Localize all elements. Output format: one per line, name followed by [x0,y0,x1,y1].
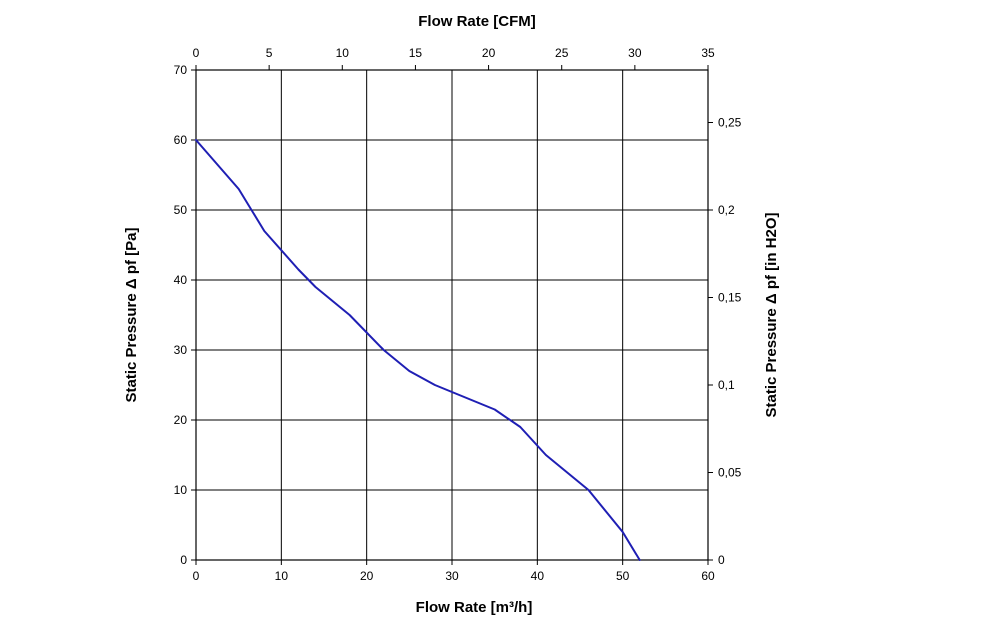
x-tick-label: 50 [616,569,630,583]
y-axis-right-title: Static Pressure Δ pf [in H2O] [763,212,780,417]
x-top-tick-label: 10 [336,46,350,60]
x-top-tick-label: 0 [193,46,200,60]
y-axis-left-title: Static Pressure Δ pf [Pa] [123,227,140,402]
y-tick-label: 0 [180,553,187,567]
y-right-tick-label: 0,05 [718,466,742,480]
x-top-tick-label: 20 [482,46,496,60]
y-tick-label: 60 [174,133,188,147]
y-right-tick-label: 0,2 [718,203,735,217]
x-tick-label: 60 [701,569,715,583]
y-right-tick-label: 0,15 [718,291,742,305]
x-tick-label: 10 [275,569,289,583]
x-top-tick-label: 15 [409,46,423,60]
x-top-tick-label: 25 [555,46,569,60]
x-axis-top-title: Flow Rate [CFM] [418,13,536,30]
y-tick-label: 70 [174,63,188,77]
axis-ticks [191,65,713,565]
y-right-tick-label: 0 [718,553,725,567]
x-tick-label: 40 [531,569,545,583]
y-tick-label: 30 [174,343,188,357]
series-layer [195,139,641,561]
x-tick-label: 0 [193,569,200,583]
x-top-tick-label: 5 [266,46,273,60]
x-top-tick-label: 35 [701,46,715,60]
x-axis-bottom-title: Flow Rate [m³/h] [416,599,533,616]
y-right-tick-label: 0,1 [718,378,735,392]
pressure-curve [195,139,641,561]
x-top-tick-label: 30 [628,46,642,60]
y-right-tick-label: 0,25 [718,116,742,130]
x-tick-label: 30 [445,569,459,583]
y-tick-label: 20 [174,413,188,427]
x-tick-label: 20 [360,569,374,583]
y-tick-label: 50 [174,203,188,217]
y-tick-label: 40 [174,273,188,287]
y-tick-label: 10 [174,483,188,497]
grid-lines [196,70,708,560]
